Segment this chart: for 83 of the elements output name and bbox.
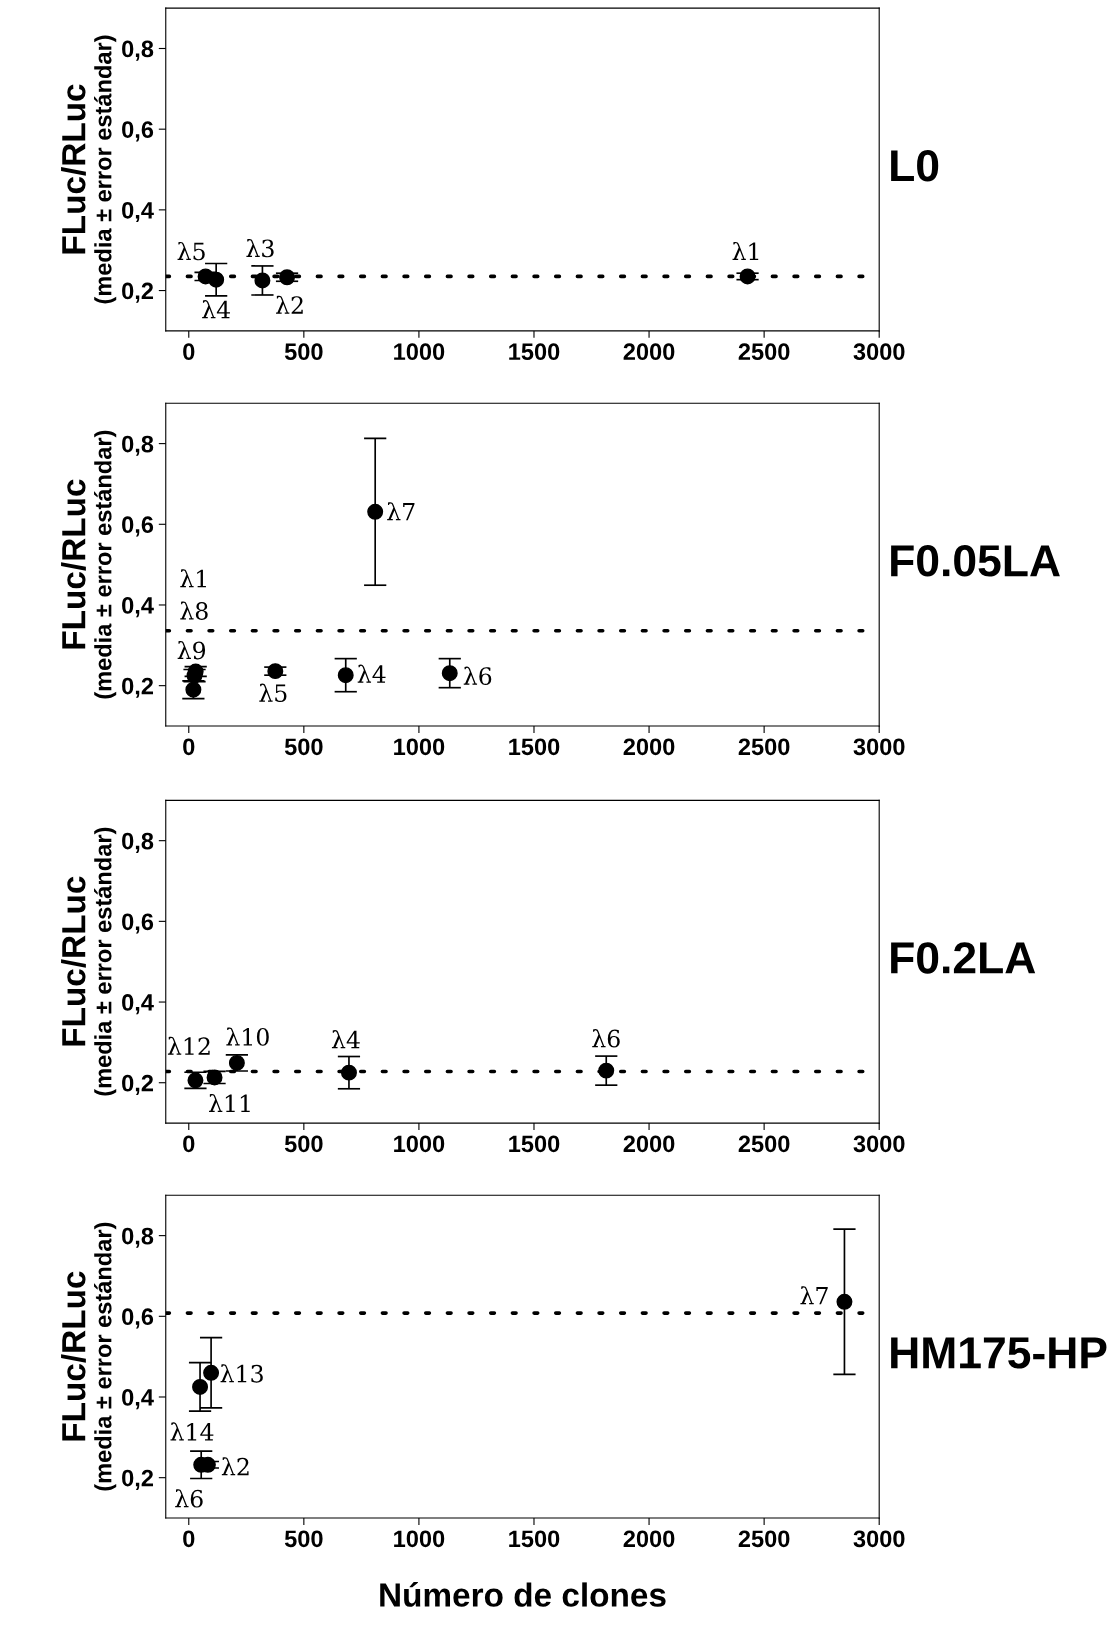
y-tick-label: 0,2: [122, 1074, 154, 1095]
x-tick-label: 0: [183, 343, 195, 361]
x-tick-label: 500: [284, 738, 323, 756]
annotation: λ4: [357, 664, 386, 683]
point: [203, 1364, 220, 1381]
annotation: λ11: [209, 1093, 250, 1112]
point: [836, 1293, 853, 1310]
annotation: λ4: [202, 300, 230, 319]
x-tick-label: 1500: [509, 1530, 560, 1548]
y-tick-label: 0,8: [122, 1227, 154, 1248]
annotation: λ6: [592, 1029, 620, 1048]
y-axis-title: FLuc/RLuc (media ± error estándar): [61, 827, 117, 1096]
annotation: λ7: [800, 1286, 828, 1305]
annotation: λ10: [226, 1027, 269, 1046]
y-tick-label: 0,6: [122, 1308, 154, 1329]
text: F0.2LA: [891, 942, 1036, 974]
y-tick-label: 0,4: [122, 201, 154, 223]
annotation: λ9: [177, 640, 206, 660]
x-tick-label: 2000: [623, 1135, 675, 1153]
y-tick-label: 0,2: [122, 1469, 154, 1490]
y-tick-label: 0,8: [122, 40, 154, 61]
y-tick-label: 0,4: [122, 1389, 154, 1410]
x-tick-label: 2500: [738, 343, 790, 361]
text: L0: [891, 149, 939, 182]
y-tick-label: 0,8: [122, 832, 154, 853]
x-tick-label: 2000: [623, 1530, 675, 1548]
point: [367, 503, 384, 520]
y-tick-label: 0,6: [122, 121, 154, 142]
x-tick-label: 3000: [853, 1530, 905, 1548]
point: [337, 667, 354, 684]
x-tick-label: 0: [183, 738, 195, 756]
point: [441, 665, 458, 682]
annotation: λ6: [175, 1489, 203, 1508]
x-axis-title: Número de clones: [380, 1582, 666, 1607]
x-tick-label: 2500: [738, 1530, 790, 1548]
x-tick-label: 1000: [394, 1135, 445, 1153]
annotation: λ12: [167, 1036, 210, 1055]
point: [192, 1378, 209, 1395]
text: HM175-HP: [891, 1337, 1107, 1369]
point: [185, 681, 202, 698]
y-tick-label: 0,8: [122, 435, 154, 456]
annotation: λ3: [246, 238, 274, 258]
y-tick-label: 0,4: [122, 597, 154, 618]
x-tick-label: 2000: [623, 343, 675, 361]
annotation: λ8: [180, 601, 208, 620]
y-tick-label: 0,2: [122, 282, 154, 303]
x-tick-label: 3000: [853, 343, 905, 361]
annotation: λ13: [220, 1364, 263, 1383]
x-tick-label: 2500: [738, 1135, 790, 1153]
x-tick-label: 1500: [509, 1135, 560, 1153]
point: [267, 663, 284, 680]
y-tick-label: 0,6: [122, 516, 154, 537]
y-axis-title: FLuc/RLuc (media ± error estándar): [61, 1222, 117, 1491]
x-tick-label: 0: [183, 1135, 195, 1153]
annotation: λ7: [387, 502, 415, 521]
annotation: λ14: [170, 1422, 214, 1441]
y-tick-label: 0,6: [122, 913, 154, 934]
x-tick-label: 3000: [853, 738, 905, 756]
annotation: λ5: [259, 683, 287, 702]
annotation: λ1: [732, 241, 759, 260]
y-tick-label: 0,4: [122, 994, 154, 1015]
x-tick-label: 500: [284, 1135, 323, 1153]
x-tick-label: 1000: [394, 1530, 445, 1548]
text: F0.05LA: [891, 545, 1060, 577]
x-tick-label: 1500: [509, 343, 560, 361]
annotation: λ1: [180, 569, 206, 588]
annotation: λ6: [463, 666, 492, 685]
annotation: λ4: [331, 1030, 360, 1049]
x-tick-label: 3000: [853, 1135, 905, 1153]
x-tick-label: 500: [284, 343, 323, 361]
annotation: λ5: [177, 241, 205, 261]
annotation: λ2: [276, 295, 303, 314]
x-tick-label: 1500: [509, 738, 560, 756]
x-tick-label: 2500: [738, 738, 790, 756]
x-tick-label: 1000: [394, 343, 445, 361]
x-tick-label: 0: [183, 1530, 195, 1548]
y-axis-title: FLuc/RLuc (media ± error estándar): [61, 430, 117, 699]
x-tick-label: 500: [284, 1530, 323, 1548]
x-tick-label: 2000: [623, 738, 675, 756]
y-tick-label: 0,2: [122, 677, 154, 698]
y-axis-title: FLuc/RLuc (media ± error estándar): [61, 35, 117, 304]
annotation: λ2: [221, 1457, 249, 1476]
x-tick-label: 1000: [394, 738, 445, 756]
